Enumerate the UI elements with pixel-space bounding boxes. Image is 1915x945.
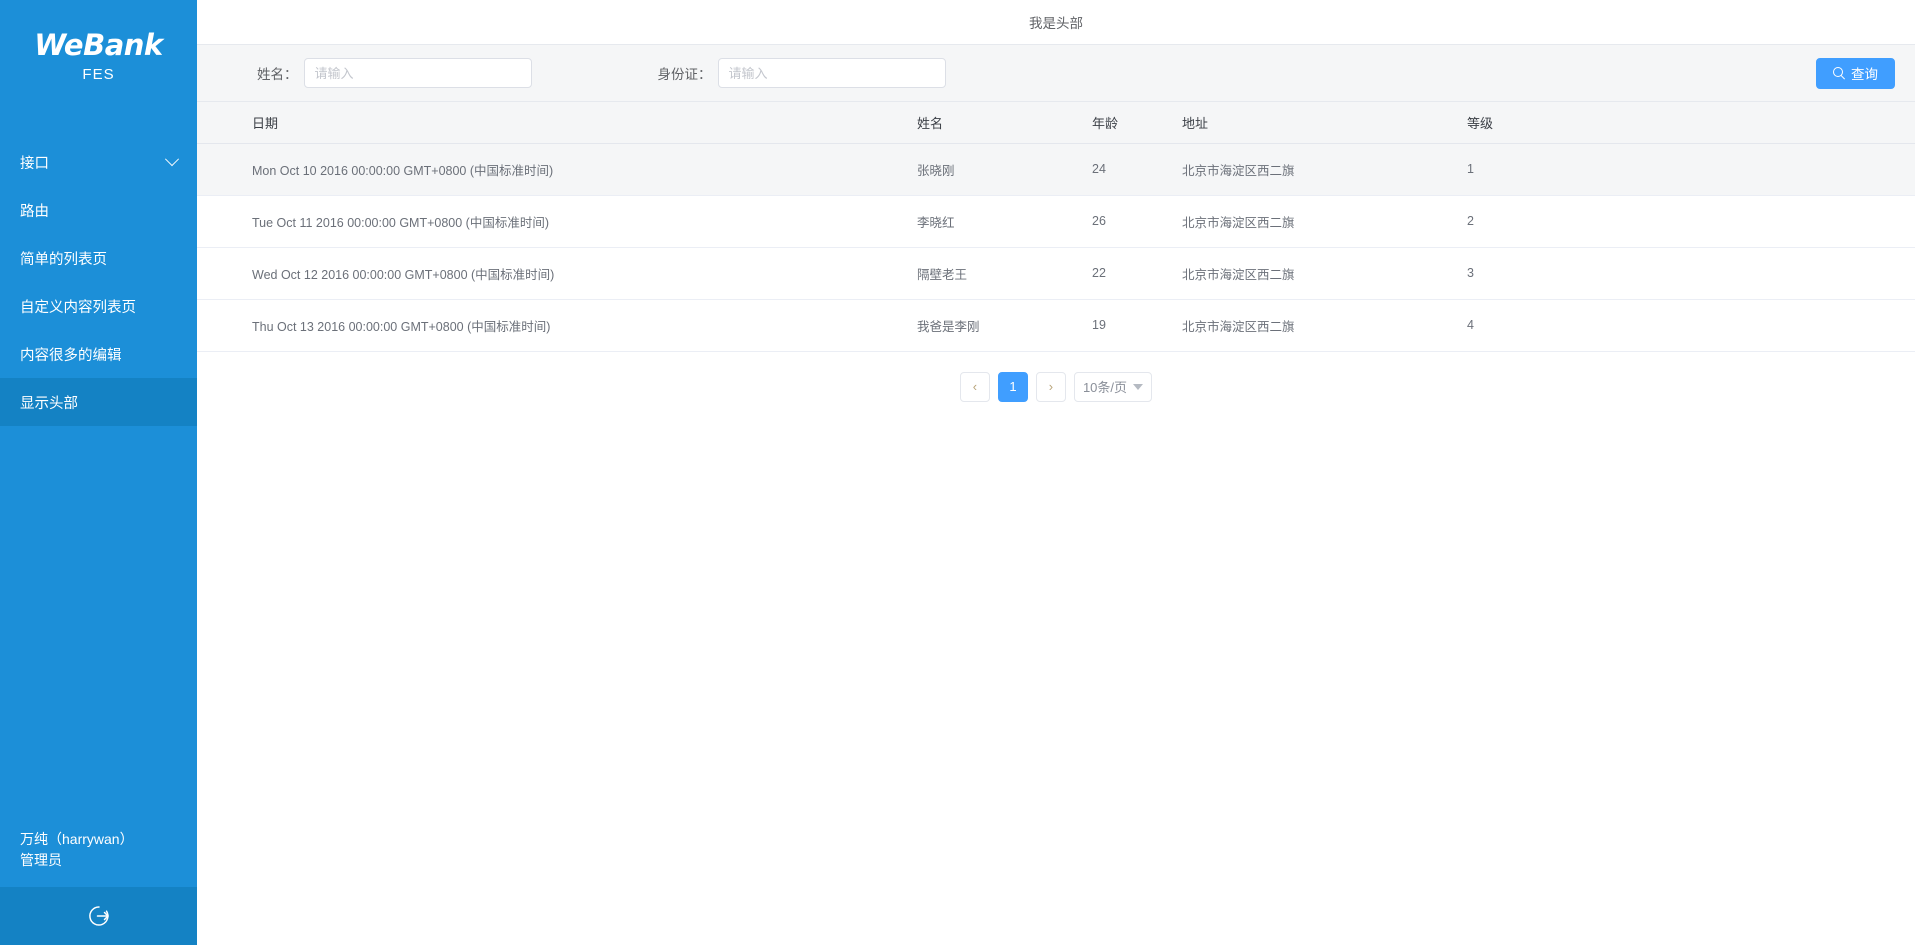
chevron-down-icon bbox=[164, 152, 180, 167]
table-container: 日期 姓名 年龄 地址 等级 Mon Oct 10 2016 00:00:00 … bbox=[197, 102, 1915, 352]
pagination-prev-button[interactable]: ‹ bbox=[959, 371, 990, 402]
pagination-next-button[interactable]: › bbox=[1035, 371, 1066, 402]
table-body: Mon Oct 10 2016 00:00:00 GMT+0800 (中国标准时… bbox=[197, 143, 1915, 352]
sidebar-item-label: 自定义内容列表页 bbox=[20, 299, 136, 316]
cell-age: 24 bbox=[1082, 143, 1172, 196]
sidebar-item-route[interactable]: 路由 bbox=[0, 186, 197, 234]
sidebar-item-label: 路由 bbox=[20, 203, 49, 220]
sidebar-item-label: 显示头部 bbox=[20, 395, 78, 412]
sidebar-nav: 接口 路由 简单的列表页 自定义内容列表页 内容很多的编辑 显示头部 bbox=[0, 138, 197, 426]
logout-button[interactable] bbox=[0, 887, 197, 945]
name-field-label: 姓名： bbox=[257, 67, 298, 82]
sidebar-user-block: 万纯（harrywan） 管理员 bbox=[0, 829, 197, 887]
table-row[interactable]: Wed Oct 12 2016 00:00:00 GMT+0800 (中国标准时… bbox=[197, 247, 1915, 300]
main-content: 我是头部 姓名： 身份证： 查询 日期 bbox=[197, 0, 1915, 945]
cell-date: Tue Oct 11 2016 00:00:00 GMT+0800 (中国标准时… bbox=[197, 195, 907, 248]
cell-address: 北京市海淀区西二旗 bbox=[1172, 299, 1457, 352]
cell-level: 4 bbox=[1457, 299, 1915, 352]
page-size-select[interactable]: 10条/页 bbox=[1073, 371, 1153, 402]
user-name: 万纯（harrywan） bbox=[20, 831, 134, 847]
name-filter: 姓名： bbox=[257, 58, 532, 88]
cell-date: Mon Oct 10 2016 00:00:00 GMT+0800 (中国标准时… bbox=[197, 143, 907, 196]
id-card-input[interactable] bbox=[717, 58, 946, 88]
page-size-label: 10条/页 bbox=[1082, 380, 1128, 395]
sidebar-item-label: 内容很多的编辑 bbox=[20, 347, 122, 364]
sidebar-item-custom-list[interactable]: 自定义内容列表页 bbox=[0, 282, 197, 330]
cell-age: 26 bbox=[1082, 195, 1172, 248]
logo-subtitle: FES bbox=[82, 66, 115, 84]
chevron-right-icon: › bbox=[1048, 379, 1054, 394]
name-input[interactable] bbox=[303, 58, 532, 88]
sidebar-item-interface[interactable]: 接口 bbox=[0, 138, 197, 186]
user-role: 管理员 bbox=[20, 852, 62, 868]
table-row[interactable]: Thu Oct 13 2016 00:00:00 GMT+0800 (中国标准时… bbox=[197, 299, 1915, 352]
logout-icon bbox=[88, 906, 109, 926]
cell-date: Wed Oct 12 2016 00:00:00 GMT+0800 (中国标准时… bbox=[197, 247, 907, 300]
id-card-field-label: 身份证： bbox=[657, 67, 712, 82]
cell-level: 2 bbox=[1457, 195, 1915, 248]
webank-logo: WeBank bbox=[34, 28, 163, 62]
column-header-level[interactable]: 等级 bbox=[1457, 102, 1915, 144]
search-icon bbox=[1833, 67, 1845, 79]
column-header-age[interactable]: 年龄 bbox=[1082, 102, 1172, 144]
page-title: 我是头部 bbox=[1029, 16, 1083, 31]
table-head: 日期 姓名 年龄 地址 等级 bbox=[197, 102, 1915, 144]
cell-address: 北京市海淀区西二旗 bbox=[1172, 247, 1457, 300]
cell-level: 3 bbox=[1457, 247, 1915, 300]
table-row[interactable]: Tue Oct 11 2016 00:00:00 GMT+0800 (中国标准时… bbox=[197, 195, 1915, 248]
query-button-label: 查询 bbox=[1851, 67, 1878, 82]
cell-date: Thu Oct 13 2016 00:00:00 GMT+0800 (中国标准时… bbox=[197, 299, 907, 352]
pagination: ‹ 1 › 10条/页 bbox=[197, 352, 1915, 402]
sidebar-item-rich-edit[interactable]: 内容很多的编辑 bbox=[0, 330, 197, 378]
chevron-left-icon: ‹ bbox=[972, 379, 978, 394]
sidebar-spacer bbox=[0, 426, 197, 829]
id-card-filter: 身份证： bbox=[658, 58, 946, 88]
table-header-row: 日期 姓名 年龄 地址 等级 bbox=[197, 102, 1915, 144]
sidebar-item-label: 简单的列表页 bbox=[20, 251, 107, 268]
sidebar-item-simple-list[interactable]: 简单的列表页 bbox=[0, 234, 197, 282]
filter-bar: 姓名： 身份证： 查询 bbox=[197, 45, 1915, 102]
sidebar-item-show-header[interactable]: 显示头部 bbox=[0, 378, 197, 426]
column-header-name[interactable]: 姓名 bbox=[907, 102, 1082, 144]
logo-block: WeBank FES bbox=[0, 0, 197, 120]
cell-address: 北京市海淀区西二旗 bbox=[1172, 195, 1457, 248]
column-header-address[interactable]: 地址 bbox=[1172, 102, 1457, 144]
cell-name: 我爸是李刚 bbox=[907, 299, 1082, 352]
sidebar: WeBank FES 接口 路由 简单的列表页 自定义内容列表页 内容很多的编辑… bbox=[0, 0, 197, 945]
cell-level: 1 bbox=[1457, 143, 1915, 196]
chevron-down-icon bbox=[1133, 383, 1144, 390]
cell-age: 19 bbox=[1082, 299, 1172, 352]
page-header: 我是头部 bbox=[197, 0, 1915, 45]
cell-name: 隔壁老王 bbox=[907, 247, 1082, 300]
query-button[interactable]: 查询 bbox=[1816, 57, 1895, 89]
cell-name: 张晓刚 bbox=[907, 143, 1082, 196]
table-row[interactable]: Mon Oct 10 2016 00:00:00 GMT+0800 (中国标准时… bbox=[197, 143, 1915, 196]
column-header-date[interactable]: 日期 bbox=[197, 102, 907, 144]
sidebar-item-label: 接口 bbox=[20, 155, 49, 172]
cell-address: 北京市海淀区西二旗 bbox=[1172, 143, 1457, 196]
pagination-page-1[interactable]: 1 bbox=[997, 371, 1028, 402]
data-table: 日期 姓名 年龄 地址 等级 Mon Oct 10 2016 00:00:00 … bbox=[197, 102, 1915, 352]
cell-name: 李晓红 bbox=[907, 195, 1082, 248]
cell-age: 22 bbox=[1082, 247, 1172, 300]
